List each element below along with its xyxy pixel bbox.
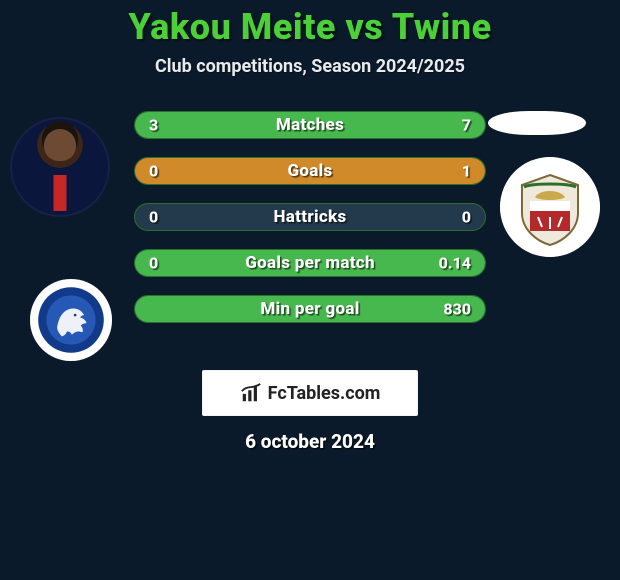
stat-value-right: 1 <box>462 162 471 181</box>
stats-rows: 3 7 Matches 0 1 Goals 0 0 Hattricks 0 0.14 Goals pe… <box>134 111 486 341</box>
page-subtitle: Club competitions, Season 2024/2025 <box>0 56 620 77</box>
source-logo-text: FcTables.com <box>268 383 381 404</box>
stat-metric-label: Matches <box>276 115 344 135</box>
stat-row: 3 7 Matches <box>134 111 486 139</box>
stat-metric-label: Hattricks <box>273 207 346 227</box>
stat-row: 0 0 Hattricks <box>134 203 486 231</box>
stat-value-left: 0 <box>149 162 158 181</box>
stat-row: 0 1 Goals <box>134 157 486 185</box>
stat-row: 0 0.14 Goals per match <box>134 249 486 277</box>
content-area: 3 7 Matches 0 1 Goals 0 0 Hattricks 0 0.14 Goals pe… <box>0 107 620 387</box>
stat-value-right: 830 <box>443 300 471 319</box>
player-right-photo-placeholder <box>488 111 586 135</box>
stat-row: 830 Min per goal <box>134 295 486 323</box>
stat-value-left: 3 <box>149 116 158 135</box>
page-title: Yakou Meite vs Twine <box>0 0 620 48</box>
club-left-crest <box>30 279 112 361</box>
comparison-card: Yakou Meite vs Twine Club competitions, … <box>0 0 620 580</box>
stat-value-right: 7 <box>462 116 471 135</box>
bar-chart-icon <box>240 382 262 404</box>
source-logo: FcTables.com <box>202 370 418 416</box>
stat-metric-label: Min per goal <box>260 299 359 319</box>
date-label: 6 october 2024 <box>0 430 620 453</box>
club-right-crest <box>500 157 600 257</box>
stat-value-right: 0 <box>462 208 471 227</box>
stat-metric-label: Goals <box>287 161 332 181</box>
stat-value-left: 0 <box>149 254 158 273</box>
stat-value-left: 0 <box>149 208 158 227</box>
stat-metric-label: Goals per match <box>245 253 375 273</box>
stat-value-right: 0.14 <box>439 254 471 273</box>
player-left-avatar <box>10 117 110 217</box>
